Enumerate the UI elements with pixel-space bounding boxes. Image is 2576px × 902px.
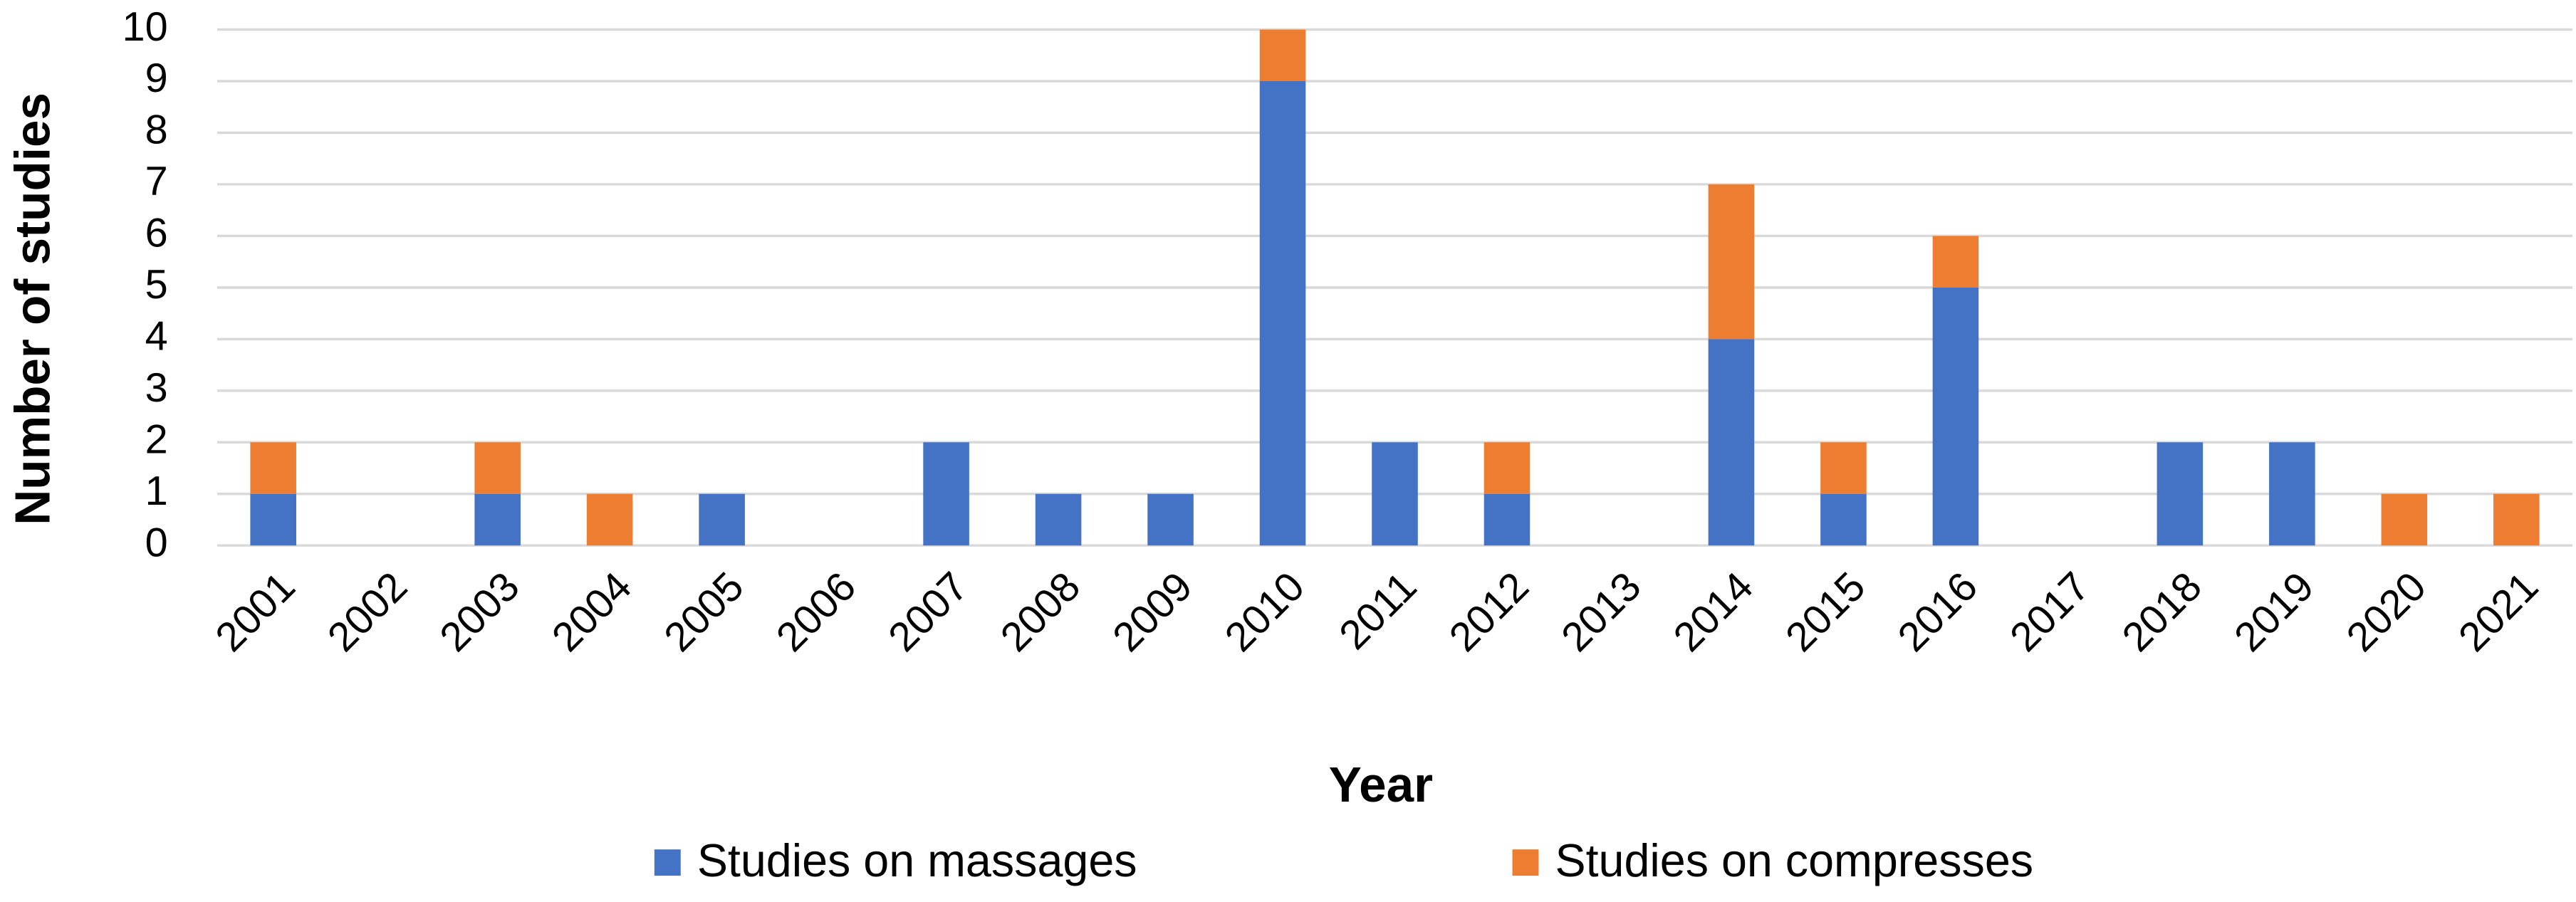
bar-segment [1483,442,1531,494]
bar-segment [1708,184,1755,340]
x-tick-label: 2014 [1665,564,1762,661]
bar-segment [1259,81,1306,546]
x-tick-label: 2011 [1331,564,1426,659]
bar-segment [923,442,969,546]
y-tick-label: 9 [145,56,168,101]
x-tick-label: 2010 [1216,564,1313,661]
y-tick-label: 10 [122,4,168,50]
x-tick-label: 2017 [2001,564,2098,661]
x-tick-label: 2021 [2450,564,2547,661]
y-tick-label: 0 [145,520,168,565]
bar-segment [2381,493,2428,546]
x-tick-label: 2015 [1777,564,1874,661]
x-tick-label: 2018 [2114,564,2211,661]
bar-segment [1820,442,1867,494]
bar-segment [250,442,296,494]
legend-swatch [654,849,681,876]
x-tick-label: 2002 [319,564,416,661]
x-tick-label: 2016 [1889,564,1986,661]
y-axis-title: Number of studies [4,93,60,525]
x-tick-label: 2009 [1105,564,1201,661]
bar-segment [250,493,296,546]
x-axis-title: Year [1329,757,1433,812]
bar-segment [1932,236,1979,288]
bar-segment [1708,339,1755,546]
legend-label: Studies on compresses [1555,835,2034,886]
bar-segment [1035,493,1082,546]
bar-segment [2269,442,2315,546]
x-tick-label: 2007 [880,564,977,661]
x-tick-label: 2001 [207,564,304,661]
bar-segment [1820,493,1867,546]
y-tick-label: 8 [145,107,168,153]
y-tick-label: 4 [145,314,168,360]
bar-segment [1259,29,1306,82]
x-tick-label: 2005 [656,564,753,661]
legend-swatch [1512,849,1539,876]
y-tick-label: 3 [145,365,168,411]
bar-segment [2493,493,2540,546]
y-tick-label: 7 [145,159,168,204]
x-tick-label: 2020 [2338,564,2435,661]
bar-segment [1147,493,1194,546]
bar-segment [474,493,521,546]
x-tick-label: 2004 [543,564,640,661]
bar-segment [699,493,745,546]
y-tick-label: 6 [145,211,168,256]
bar-segment [1932,287,1979,546]
legend-label: Studies on massages [697,835,1137,886]
y-tick-label: 1 [145,468,168,514]
bar-segment [2157,442,2204,546]
x-tick-label: 2012 [1441,564,1538,661]
bar-segment [474,442,521,494]
x-tick-label: 2006 [768,564,865,661]
x-tick-label: 2008 [992,564,1089,661]
x-tick-label: 2013 [1553,564,1650,661]
x-tick-label: 2003 [432,564,528,661]
y-tick-label: 2 [145,417,168,463]
bar-segment [586,493,633,546]
bar-segment [1372,442,1418,546]
x-tick-label: 2019 [2226,564,2322,661]
y-tick-label: 5 [145,262,168,308]
bar-segment [1483,493,1531,546]
